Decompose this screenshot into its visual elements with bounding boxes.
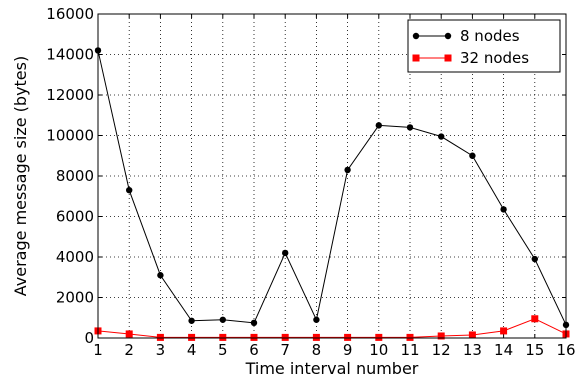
y-tick-label: 10000 — [46, 127, 94, 145]
y-tick-label: 14000 — [46, 46, 94, 64]
data-point — [500, 206, 507, 213]
legend-swatch-marker — [444, 54, 452, 62]
legend-swatch-marker — [412, 54, 420, 62]
data-point — [531, 255, 538, 263]
series-line — [97, 50, 567, 326]
data-point — [406, 333, 414, 341]
y-tick-label: 16000 — [46, 5, 94, 23]
x-tick-label: 7 — [280, 341, 290, 359]
x-tick-label: 10 — [369, 341, 388, 359]
data-point — [468, 331, 476, 339]
data-point — [313, 316, 320, 323]
data-point — [250, 319, 258, 327]
y-tick-label: 12000 — [46, 86, 94, 104]
y-tick-label: 8000 — [56, 167, 94, 185]
x-tick-label: 6 — [249, 341, 259, 359]
series-8-nodes — [94, 47, 570, 329]
y-axis-label: Average message size (bytes) — [11, 56, 30, 296]
data-point — [469, 152, 476, 159]
x-tick-label: 12 — [432, 341, 451, 359]
data-point — [250, 333, 258, 341]
data-point — [156, 333, 164, 341]
plot-frame — [97, 13, 567, 339]
data-point — [344, 166, 351, 174]
y-tick-label: 4000 — [56, 248, 94, 266]
data-point — [531, 315, 539, 323]
data-point — [126, 186, 133, 194]
x-tick-label: 4 — [187, 341, 197, 359]
data-point — [219, 316, 226, 323]
y-tick-label: 0 — [84, 329, 94, 347]
data-point — [344, 333, 352, 341]
data-point — [406, 124, 414, 131]
data-point — [125, 330, 133, 338]
x-tick-label: 16 — [556, 341, 575, 359]
data-point — [188, 317, 195, 324]
series-layer — [94, 47, 570, 341]
data-point — [437, 332, 445, 340]
x-tick-label: 1 — [93, 341, 103, 359]
data-point — [282, 249, 289, 257]
legend-items: 8 nodes 32 nodes — [412, 27, 529, 67]
x-tick-label: 15 — [525, 341, 544, 359]
data-point — [375, 122, 382, 129]
x-tick-label: 11 — [400, 341, 419, 359]
data-point — [157, 272, 164, 279]
data-point — [438, 133, 445, 140]
legend: 8 nodes 32 nodes — [407, 19, 561, 73]
data-point — [500, 327, 508, 335]
y-tick-label: 2000 — [56, 289, 94, 307]
y-tick-label: 6000 — [56, 208, 94, 226]
legend-label: 8 nodes — [460, 27, 520, 45]
legend-label: 32 nodes — [460, 49, 529, 67]
legend-box — [407, 19, 561, 73]
legend-swatch-marker — [412, 32, 420, 40]
x-tick-label: 2 — [124, 341, 134, 359]
series-line — [97, 318, 567, 338]
x-tick-label: 13 — [463, 341, 482, 359]
legend-swatch-marker — [444, 32, 452, 40]
legend-item: 8 nodes — [412, 27, 520, 45]
data-point — [281, 333, 289, 341]
x-tick-label: 3 — [156, 341, 166, 359]
data-point — [188, 333, 196, 341]
x-tick-label: 8 — [312, 341, 322, 359]
x-tick-label: 9 — [343, 341, 353, 359]
data-point — [375, 333, 383, 341]
data-point — [312, 333, 320, 341]
series-32-nodes — [94, 315, 570, 341]
data-point — [219, 333, 227, 341]
x-tick-label: 14 — [494, 341, 513, 359]
legend-item: 32 nodes — [412, 49, 529, 67]
x-tick-label: 5 — [218, 341, 228, 359]
x-axis-label: Time interval number — [245, 359, 419, 378]
tick-labels: 1 2 3 4 5 6 7 8 9 10 11 12 13 14 15 1602000400060008000… — [46, 5, 575, 359]
